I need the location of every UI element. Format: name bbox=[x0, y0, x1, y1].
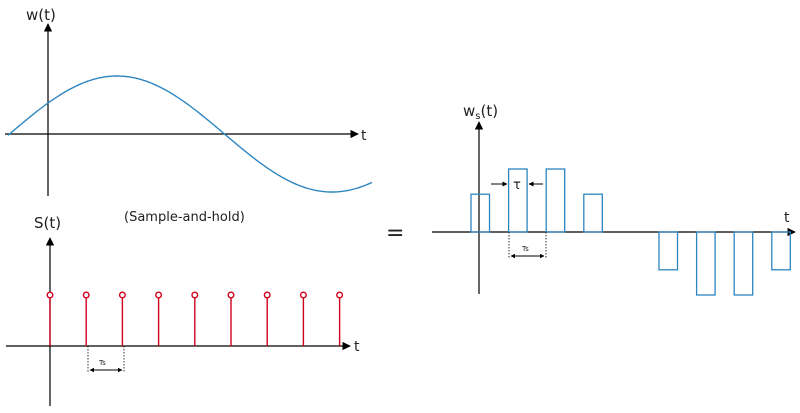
held-pulse bbox=[470, 193, 491, 233]
impulse-marker bbox=[82, 291, 90, 299]
held-pulse bbox=[771, 231, 791, 271]
ts-right-label: Ts bbox=[521, 245, 529, 253]
impulse-train bbox=[46, 291, 344, 346]
sine-plot: w(t) t bbox=[5, 6, 373, 196]
held-y-label: ws(t) bbox=[463, 102, 498, 122]
sample-and-hold-caption: (Sample-and-hold) bbox=[124, 210, 245, 225]
impulse-marker bbox=[46, 291, 54, 299]
held-pulse-train bbox=[470, 168, 791, 296]
held-pulse bbox=[658, 231, 679, 271]
impulse-marker bbox=[118, 291, 126, 299]
impulse-y-label: S(t) bbox=[34, 214, 61, 232]
impulse-x-label: t bbox=[354, 339, 360, 355]
held-pulse bbox=[695, 231, 716, 296]
impulse-plot: S(t) t (Sample-and-hold) Ts bbox=[6, 210, 360, 406]
impulse-marker bbox=[227, 291, 235, 299]
impulse-marker bbox=[155, 291, 163, 299]
sine-y-label: w(t) bbox=[26, 6, 56, 24]
impulse-marker bbox=[299, 291, 307, 299]
held-pulse bbox=[507, 168, 528, 233]
held-x-label: t bbox=[784, 210, 790, 226]
tau-label: τ bbox=[513, 178, 521, 193]
impulse-marker bbox=[191, 291, 199, 299]
held-pulse bbox=[545, 168, 566, 233]
held-pulse bbox=[583, 193, 603, 233]
impulse-marker bbox=[336, 291, 344, 299]
equals-sign: = bbox=[386, 221, 404, 246]
held-plot: ws(t) t τ Ts bbox=[432, 102, 796, 296]
ts-bottom-label: Ts bbox=[98, 359, 106, 367]
sine-curve bbox=[7, 75, 373, 193]
impulse-marker bbox=[263, 291, 271, 299]
sine-x-label: t bbox=[361, 128, 367, 144]
held-pulse bbox=[733, 231, 754, 296]
